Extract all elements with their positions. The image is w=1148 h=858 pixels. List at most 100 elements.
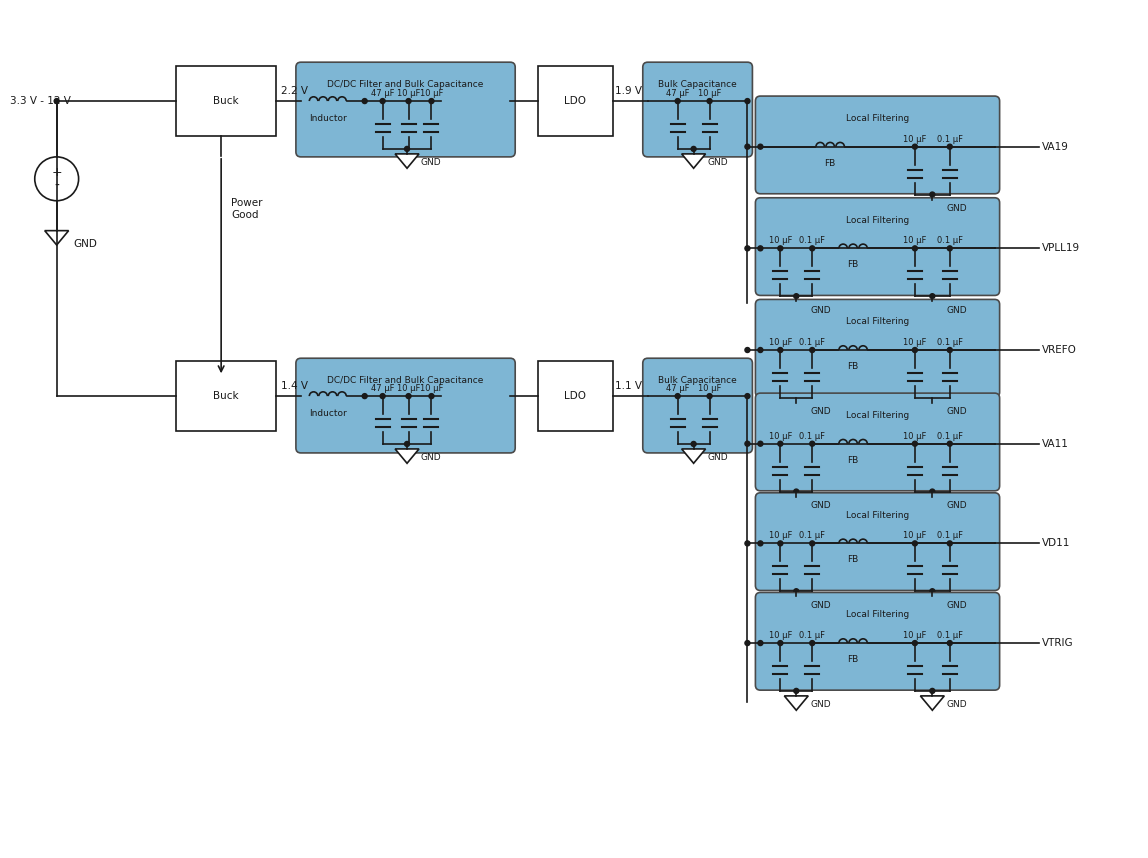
Text: FB: FB <box>847 260 859 269</box>
Circle shape <box>758 541 763 546</box>
Text: GND: GND <box>810 700 831 710</box>
Text: FB: FB <box>847 362 859 371</box>
Polygon shape <box>921 596 945 611</box>
Text: VA19: VA19 <box>1041 142 1069 152</box>
Polygon shape <box>784 301 808 316</box>
FancyBboxPatch shape <box>296 62 515 157</box>
Circle shape <box>707 99 712 104</box>
Polygon shape <box>682 449 706 463</box>
Text: 10 μF: 10 μF <box>903 135 926 143</box>
Polygon shape <box>682 154 706 168</box>
Text: 10 μF: 10 μF <box>769 338 792 347</box>
Circle shape <box>778 441 783 446</box>
Circle shape <box>691 442 696 446</box>
Circle shape <box>362 394 367 399</box>
Circle shape <box>380 99 385 104</box>
Circle shape <box>745 541 750 546</box>
Text: Local Filtering: Local Filtering <box>846 610 909 619</box>
Text: GND: GND <box>810 601 831 610</box>
Text: Buck: Buck <box>214 391 239 401</box>
Circle shape <box>947 347 953 353</box>
FancyBboxPatch shape <box>755 393 1000 491</box>
Text: 47 μF: 47 μF <box>371 89 395 98</box>
Circle shape <box>913 641 917 645</box>
Circle shape <box>758 641 763 645</box>
Text: 47 μF: 47 μF <box>371 384 395 393</box>
FancyBboxPatch shape <box>177 66 276 136</box>
Text: 0.1 μF: 0.1 μF <box>799 236 825 245</box>
FancyBboxPatch shape <box>296 359 515 453</box>
Text: FB: FB <box>847 655 859 664</box>
Circle shape <box>758 441 763 446</box>
Polygon shape <box>45 231 69 245</box>
Circle shape <box>930 489 934 494</box>
Text: 10 μF: 10 μF <box>769 432 792 441</box>
FancyBboxPatch shape <box>538 361 613 431</box>
Text: 10 μF: 10 μF <box>698 384 721 393</box>
Text: VA11: VA11 <box>1041 438 1069 449</box>
Text: GND: GND <box>421 159 442 167</box>
Text: 0.1 μF: 0.1 μF <box>937 432 963 441</box>
Text: VD11: VD11 <box>1041 538 1070 548</box>
Text: GND: GND <box>421 453 442 462</box>
Polygon shape <box>395 154 419 168</box>
Circle shape <box>778 347 783 353</box>
Circle shape <box>913 541 917 546</box>
Text: 0.1 μF: 0.1 μF <box>937 236 963 245</box>
Text: Inductor: Inductor <box>309 409 347 418</box>
Text: 1.9 V: 1.9 V <box>615 86 642 96</box>
Circle shape <box>758 347 763 353</box>
Circle shape <box>809 641 815 645</box>
Circle shape <box>745 246 750 251</box>
Text: 0.1 μF: 0.1 μF <box>937 338 963 347</box>
Circle shape <box>691 147 696 151</box>
Circle shape <box>793 688 799 693</box>
FancyBboxPatch shape <box>755 197 1000 295</box>
Text: 10 μF: 10 μF <box>903 432 926 441</box>
Circle shape <box>778 541 783 546</box>
Text: 10 μF: 10 μF <box>420 89 443 98</box>
FancyBboxPatch shape <box>755 299 1000 397</box>
Circle shape <box>707 394 712 399</box>
Text: 0.1 μF: 0.1 μF <box>799 432 825 441</box>
Circle shape <box>930 589 934 594</box>
Text: GND: GND <box>810 408 831 416</box>
Circle shape <box>675 99 680 104</box>
Circle shape <box>404 147 410 151</box>
Circle shape <box>793 589 799 594</box>
Text: 0.1 μF: 0.1 μF <box>799 531 825 541</box>
Text: Local Filtering: Local Filtering <box>846 114 909 123</box>
Text: GND: GND <box>946 204 967 213</box>
FancyBboxPatch shape <box>755 96 1000 194</box>
Circle shape <box>406 394 411 399</box>
Text: Inductor: Inductor <box>309 114 347 123</box>
Text: DC/DC Filter and Bulk Capacitance: DC/DC Filter and Bulk Capacitance <box>327 376 483 385</box>
Circle shape <box>930 293 934 299</box>
Circle shape <box>809 347 815 353</box>
FancyBboxPatch shape <box>177 361 276 431</box>
Polygon shape <box>921 301 945 316</box>
Text: VREFO: VREFO <box>1041 345 1077 355</box>
Text: -: - <box>54 178 59 193</box>
Circle shape <box>809 441 815 446</box>
Text: Power
Good: Power Good <box>231 198 263 220</box>
FancyBboxPatch shape <box>643 62 752 157</box>
Text: 10 μF: 10 μF <box>903 236 926 245</box>
Polygon shape <box>921 497 945 511</box>
Text: 47 μF: 47 μF <box>666 89 690 98</box>
Text: 10 μF: 10 μF <box>903 531 926 541</box>
Text: LDO: LDO <box>565 391 587 401</box>
Text: 3.3 V - 12 V: 3.3 V - 12 V <box>10 96 71 106</box>
Text: 1.4 V: 1.4 V <box>281 381 308 391</box>
Text: FB: FB <box>847 456 859 465</box>
Circle shape <box>913 144 917 149</box>
Circle shape <box>930 396 934 401</box>
FancyBboxPatch shape <box>755 492 1000 590</box>
Text: 10 μF: 10 μF <box>420 384 443 393</box>
Text: LDO: LDO <box>565 96 587 106</box>
Circle shape <box>913 441 917 446</box>
Text: +: + <box>52 166 62 179</box>
Circle shape <box>429 394 434 399</box>
Circle shape <box>404 442 410 446</box>
Text: 0.1 μF: 0.1 μF <box>937 531 963 541</box>
